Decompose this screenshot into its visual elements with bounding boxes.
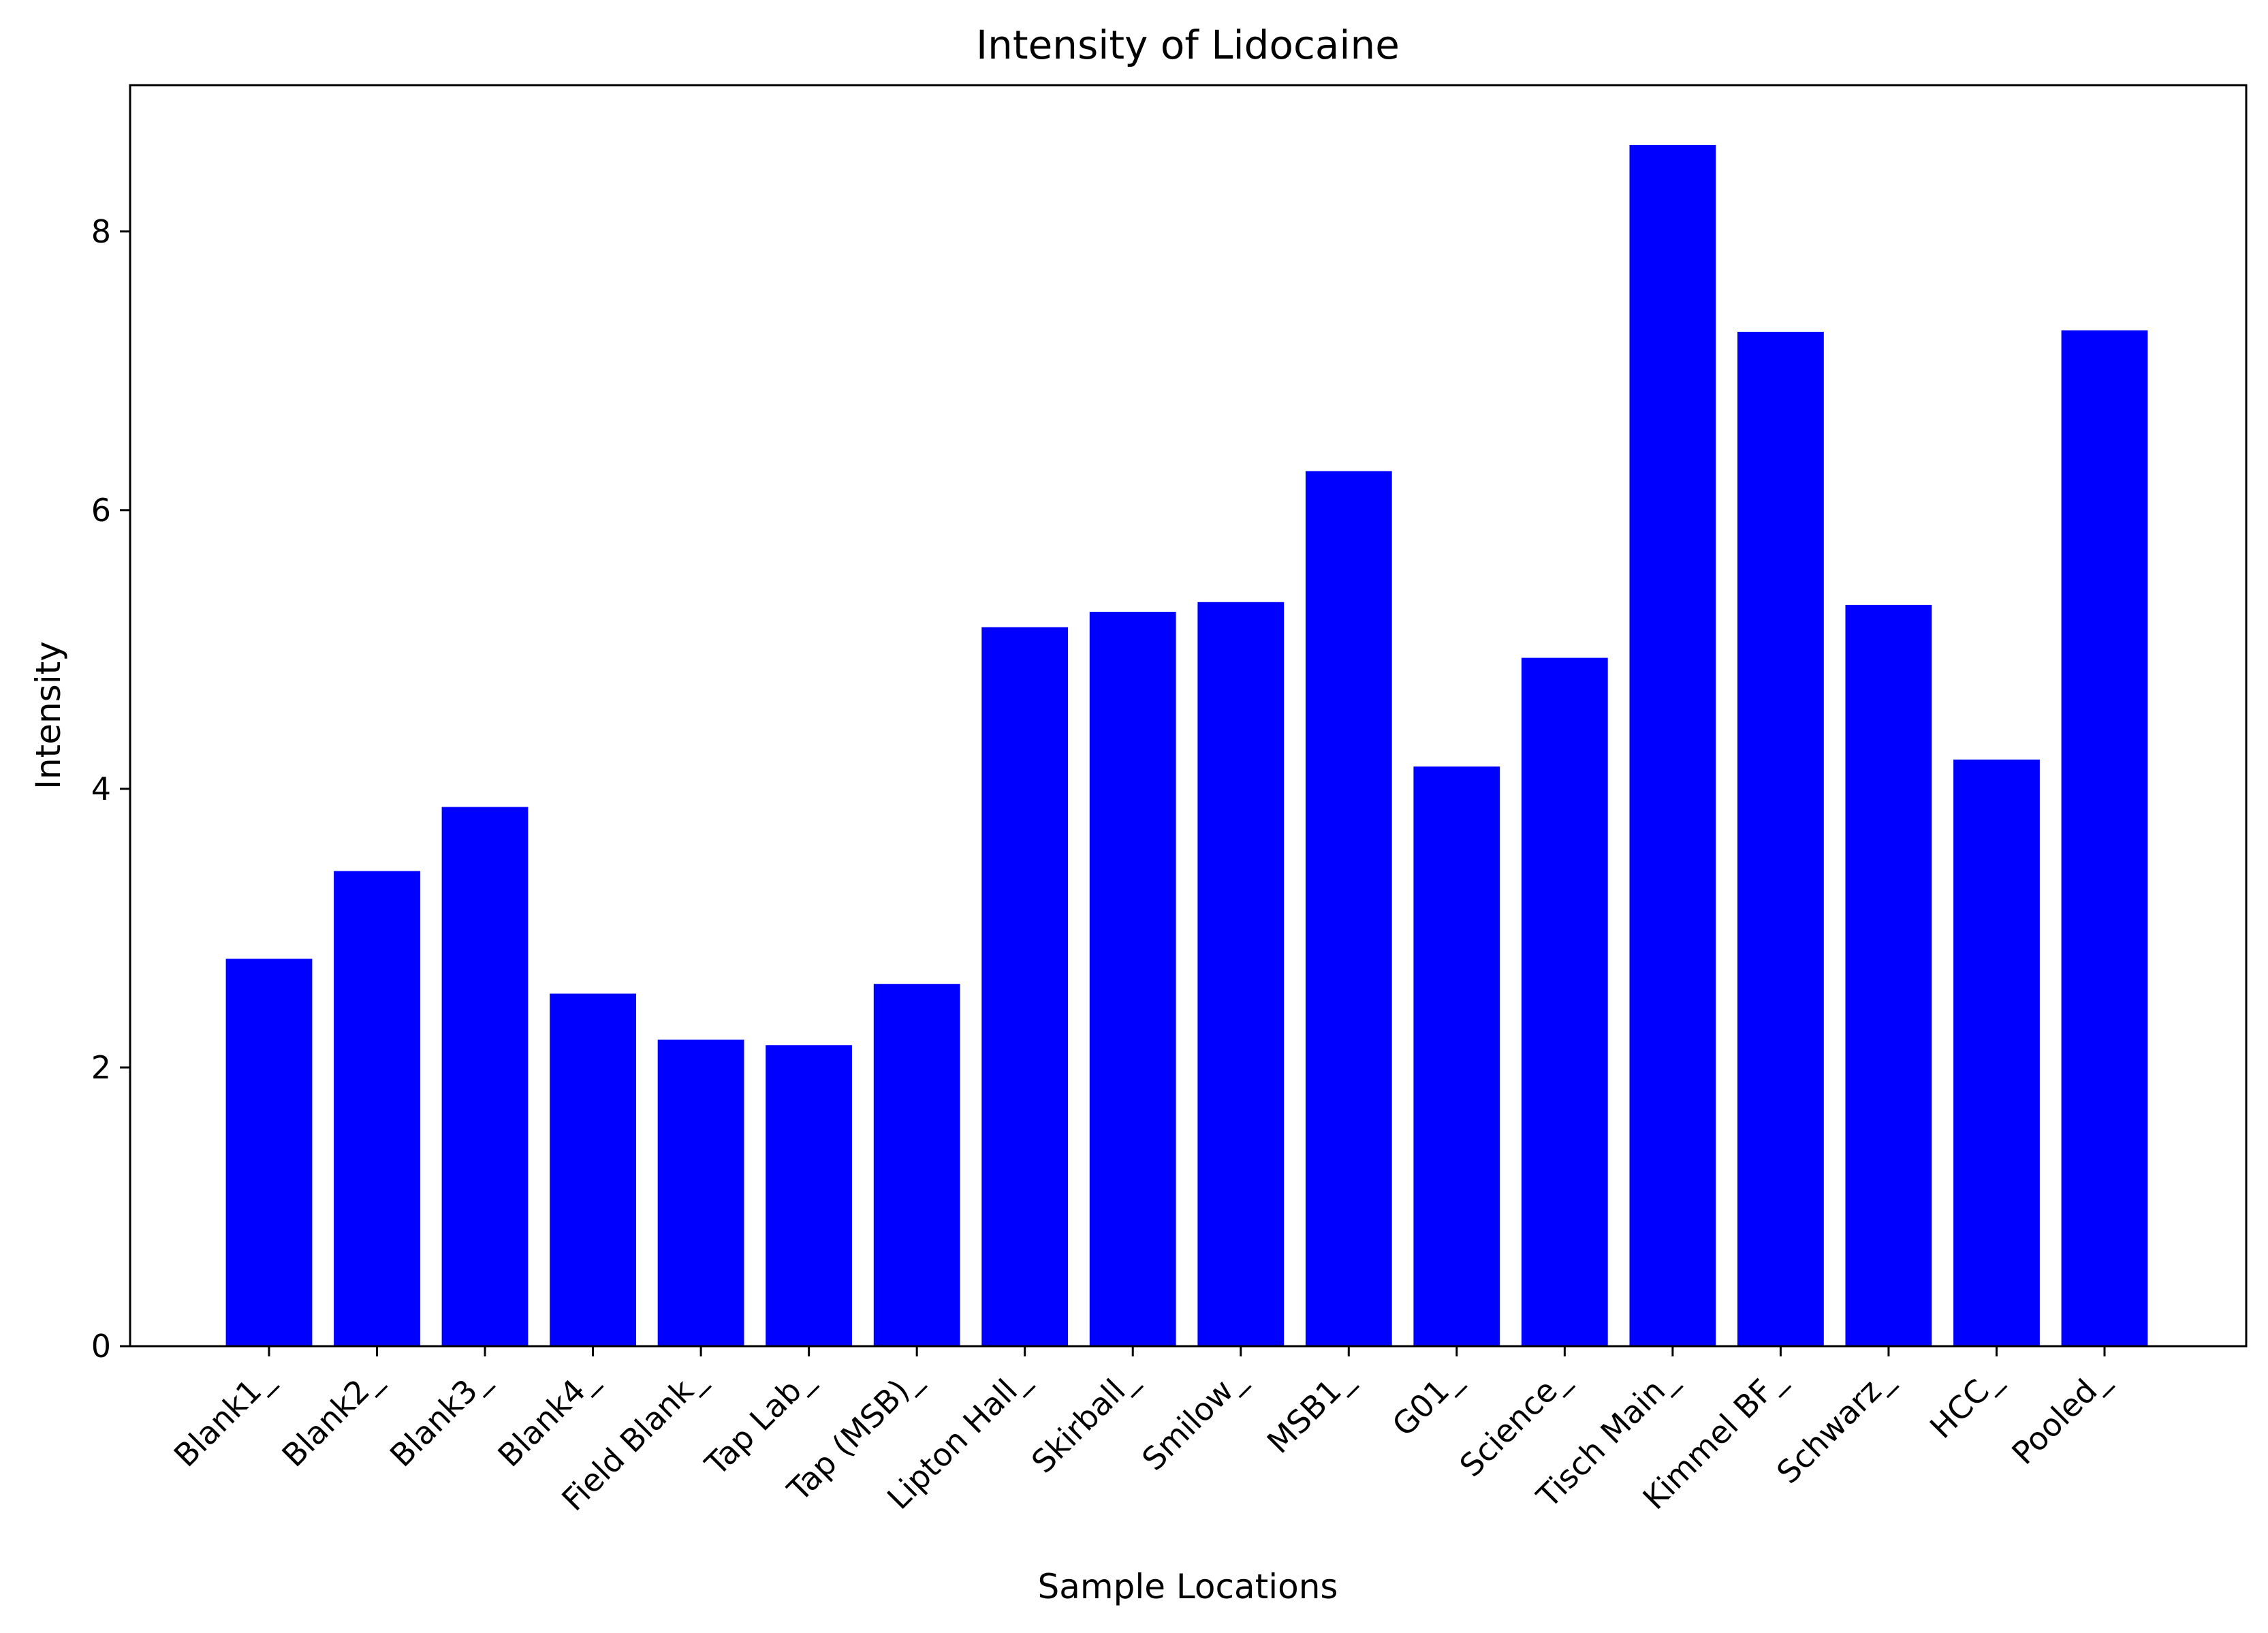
x-tick-label-9: Smilow_ <box>1135 1360 1252 1478</box>
plot-frame <box>129 84 2248 1348</box>
y-axis: 0 2 4 6 8 <box>91 213 130 1365</box>
bar-2 <box>441 807 529 1346</box>
x-tick-label-1: Blank2_ <box>274 1360 388 1474</box>
bar-7 <box>981 627 1069 1346</box>
bar-5 <box>766 1045 852 1346</box>
bar-14 <box>1737 332 1824 1346</box>
x-axis: Blank1_Blank2_Blank3_Blank4_Field Blank_… <box>167 1346 2115 1518</box>
y-tick-label-4: 8 <box>91 213 111 250</box>
x-tick-label-3: Blank4_ <box>490 1360 604 1474</box>
x-tick-label-15: Schwarz_ <box>1769 1360 1900 1491</box>
chart-title: Intensity of Lidocaine <box>976 22 1400 68</box>
bar-16 <box>1953 759 2040 1346</box>
bar-4 <box>657 1040 744 1346</box>
x-tick-label-8: Skirball_ <box>1024 1360 1144 1480</box>
y-tick-label-1: 2 <box>91 1049 111 1086</box>
x-axis-label: Sample Locations <box>1038 1567 1338 1606</box>
bar-11 <box>1413 766 1500 1346</box>
x-tick-label-11: G01_ <box>1385 1360 1468 1444</box>
y-tick-label-2: 4 <box>91 771 111 807</box>
x-tick-label-16: HCC_ <box>1923 1360 2008 1446</box>
x-tick-label-0: Blank1_ <box>167 1360 281 1474</box>
x-tick-label-2: Blank3_ <box>383 1360 497 1474</box>
x-tick-label-10: MSB1_ <box>1260 1360 1360 1461</box>
bar-15 <box>1845 604 1932 1346</box>
bar-9 <box>1197 602 1285 1346</box>
bar-10 <box>1305 471 1392 1346</box>
y-axis-label: Intensity <box>29 641 68 790</box>
bar-1 <box>334 871 420 1346</box>
y-tick-label-3: 6 <box>91 492 111 529</box>
bar-0 <box>225 959 313 1346</box>
bar-12 <box>1521 657 1608 1346</box>
bar-3 <box>550 993 636 1346</box>
bars-group <box>225 144 2148 1346</box>
x-tick-label-17: Pooled_ <box>2004 1360 2115 1472</box>
bar-13 <box>1629 144 1716 1346</box>
y-tick-label-0: 0 <box>91 1328 111 1365</box>
bar-8 <box>1089 612 1176 1346</box>
bar-6 <box>873 984 960 1346</box>
bar-17 <box>2061 330 2148 1346</box>
